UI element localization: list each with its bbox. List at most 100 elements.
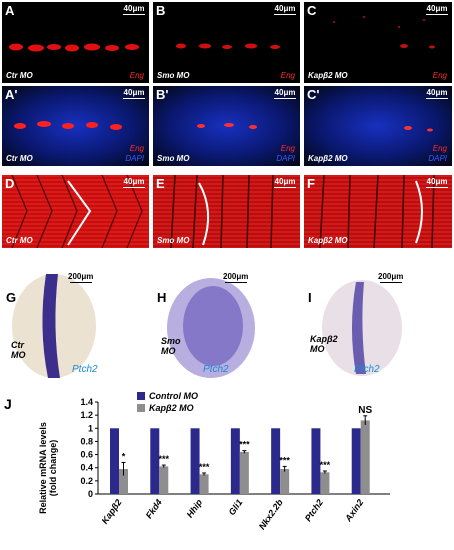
scale-bar: 200μm xyxy=(223,272,249,283)
condition-label: Smo MO xyxy=(157,154,190,163)
panel-d: D 40μm Ctr MO xyxy=(2,175,149,248)
eng-stain-image xyxy=(176,43,280,49)
scale-bar: 200μm xyxy=(378,272,404,283)
y-tick-label: 1.2 xyxy=(80,410,93,420)
mrna-bar-chart: 0 0.2 0.4 0.6 0.8 1 1.2 1.4 * Kapβ2 *** Fkd4 *** Hhi… xyxy=(38,391,390,532)
panel-g: G 200μm Ctr MO Ptch2 xyxy=(2,268,149,380)
scale-bar: 40μm xyxy=(426,88,448,99)
condition-label: Ctr MO xyxy=(6,236,33,245)
significance-label-5: *** xyxy=(320,460,331,470)
scale-bar: 40μm xyxy=(426,177,448,188)
condition-label: Smo MO xyxy=(157,236,190,245)
x-tick-label-6: Axin2 xyxy=(343,497,366,524)
condition-label: Kapβ2 MO xyxy=(310,334,338,354)
bar-kapb2-4 xyxy=(280,469,290,494)
scale-bar: 40μm xyxy=(123,4,145,15)
condition-label: Ctr MO xyxy=(6,71,33,80)
stain-label-eng: Eng xyxy=(129,144,144,153)
x-tick-label-3: Gli1 xyxy=(227,497,245,517)
stain-label: Ptch2 xyxy=(72,364,98,375)
y-tick-label: 0.4 xyxy=(80,463,93,473)
panel-label: D xyxy=(5,176,15,191)
scale-bar: 40μm xyxy=(274,4,296,15)
legend: Control MO Kapβ2 MO xyxy=(137,391,198,413)
panel-h: H 200μm Smo MO Ptch2 xyxy=(153,268,300,380)
bar-kapb2-3 xyxy=(239,451,249,494)
eng-stain-image xyxy=(9,43,139,52)
y-tick-label: 1 xyxy=(88,423,93,433)
condition-label: Smo MO xyxy=(157,71,190,80)
legend-kapb2-label: Kapβ2 MO xyxy=(149,403,194,413)
eng-dapi-image xyxy=(197,123,257,129)
scale-bar: 40μm xyxy=(274,177,296,188)
embryo-image xyxy=(12,274,96,378)
panel-label: B xyxy=(156,3,166,18)
panel-c-prime: C' 40μm Kapβ2 MO Eng DAPI xyxy=(304,86,452,166)
scale-bar: 40μm xyxy=(123,88,145,99)
panel-j: J 0 0.2 0.4 0.6 0.8 1 1.2 1.4 * Kapβ2 *** Fkd4 *** H… xyxy=(0,386,454,550)
bar-control-5 xyxy=(311,428,321,494)
significance-label-6: NS xyxy=(358,405,372,416)
muscle-fiber-image xyxy=(319,175,435,248)
x-tick-label-1: Fkd4 xyxy=(144,497,164,520)
stain-label: Ptch2 xyxy=(203,364,229,375)
y-tick-label: 0 xyxy=(88,489,93,499)
panel-label: H xyxy=(157,290,167,305)
eng-stain-image xyxy=(333,16,435,49)
bar-kapb2-0 xyxy=(119,469,128,494)
panel-a-prime: A' 40μm Ctr MO Eng DAPI xyxy=(2,86,149,166)
panel-label: E xyxy=(156,176,165,191)
bar-kapb2-2 xyxy=(199,474,209,494)
panel-label: A' xyxy=(5,87,18,102)
y-tick-label: 0.6 xyxy=(80,450,93,460)
stain-label-dapi: DAPI xyxy=(428,154,447,163)
bar-control-1 xyxy=(150,428,160,494)
scale-bar: 200μm xyxy=(68,272,94,283)
bar-control-4 xyxy=(271,428,281,494)
x-tick-label-2: Hhip xyxy=(185,497,205,520)
panel-label: J xyxy=(4,396,12,412)
muscle-fiber-image xyxy=(11,175,143,248)
legend-swatch-control xyxy=(137,392,145,400)
chart-axes: 0 0.2 0.4 0.6 0.8 1 1.2 1.4 xyxy=(80,397,390,499)
bar-control-0 xyxy=(110,428,119,494)
bar-control-6 xyxy=(351,428,361,494)
scale-bar: 40μm xyxy=(426,4,448,15)
stain-label-dapi: DAPI xyxy=(276,154,295,163)
panel-b-prime: B' 40μm Smo MO Eng DAPI xyxy=(153,86,300,166)
stain-label: Eng xyxy=(129,71,144,80)
panel-label: C' xyxy=(307,87,320,102)
stain-label-eng: Eng xyxy=(432,144,447,153)
significance-label-1: *** xyxy=(159,454,170,464)
y-tick-label: 0.2 xyxy=(80,476,93,486)
bar-kapb2-1 xyxy=(159,466,169,494)
scale-bar: 40μm xyxy=(123,177,145,188)
significance-label-0: * xyxy=(122,451,126,461)
bar-control-3 xyxy=(230,428,240,494)
panel-label: A xyxy=(5,3,15,18)
y-axis-label-unit: (fold change) xyxy=(48,440,58,497)
significance-label-2: *** xyxy=(199,462,210,472)
panel-label: B' xyxy=(156,87,169,102)
stain-label: Eng xyxy=(280,71,295,80)
eng-dapi-image xyxy=(404,126,433,132)
condition-label: Smo MO xyxy=(161,336,181,356)
bar-control-2 xyxy=(190,428,200,494)
bar-kapb2-5 xyxy=(320,472,330,494)
panel-a: A 40μm Ctr MO Eng xyxy=(2,2,149,83)
scale-bar: 40μm xyxy=(274,88,296,99)
stain-label: Ptch2 xyxy=(354,364,380,375)
condition-label: Ctr MO xyxy=(11,340,26,360)
condition-label: Kapβ2 MO xyxy=(308,236,348,245)
x-tick-label-0: Kapβ2 xyxy=(100,497,124,525)
eng-dapi-image xyxy=(14,121,122,130)
panel-e: E 40μm Smo MO xyxy=(153,175,300,248)
y-axis-label: Relative mRNA levels xyxy=(38,422,48,514)
muscle-fiber-image xyxy=(170,175,274,248)
legend-control-label: Control MO xyxy=(149,391,198,401)
legend-swatch-kapb2 xyxy=(137,404,145,412)
y-tick-label: 1.4 xyxy=(80,397,93,407)
panel-label: I xyxy=(308,290,312,305)
chart-bars: * Kapβ2 *** Fkd4 *** Hhip *** Gli1 *** Nkx2.2b ***… xyxy=(100,405,373,532)
embryo-image xyxy=(167,278,255,378)
